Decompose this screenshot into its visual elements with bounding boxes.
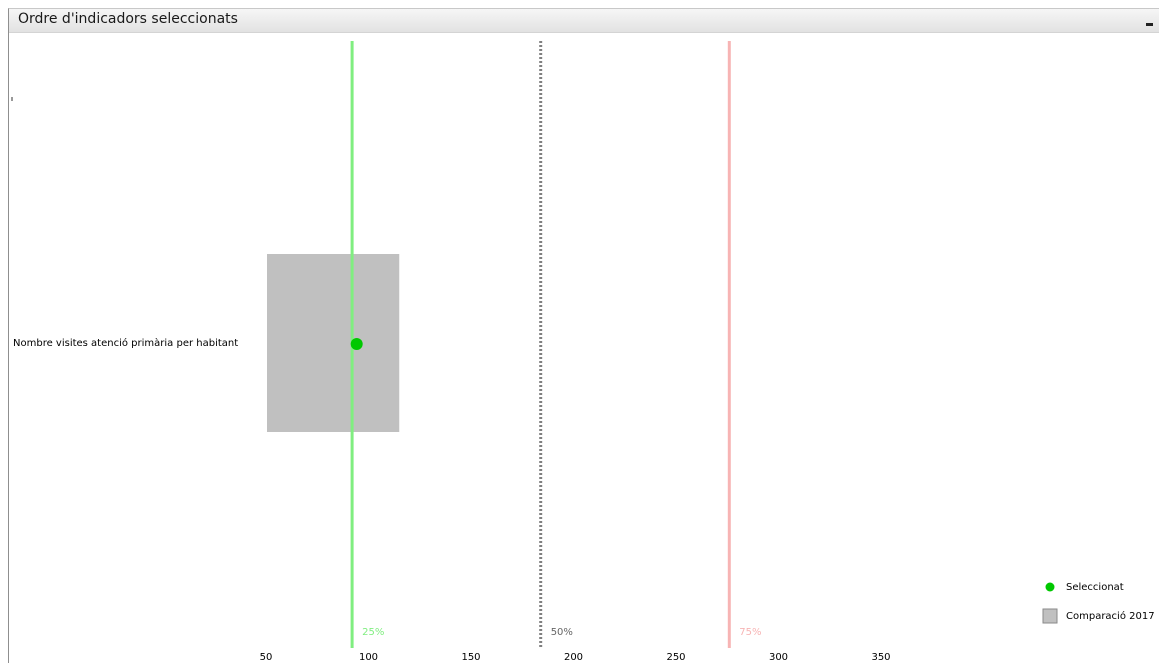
x-tick-label: 150	[461, 652, 480, 663]
x-tick-label: 350	[871, 652, 890, 663]
chart-panel: Ordre d'indicadors seleccionats	[8, 8, 1159, 663]
reference-label-25pct: 25%	[362, 627, 384, 638]
x-tick-label: 200	[564, 652, 583, 663]
legend-comparacio-marker	[1042, 608, 1058, 624]
category-label: Nombre visites atenció primària per habi…	[13, 337, 238, 349]
x-tick-label: 300	[769, 652, 788, 663]
selected-point	[350, 338, 363, 350]
comparison-bar	[267, 254, 400, 432]
x-tick-label: 50	[260, 652, 273, 663]
panel-title-bar: Ordre d'indicadors seleccionats	[9, 9, 1159, 33]
left-edge-mark	[11, 97, 13, 101]
reference-label-50pct: 50%	[551, 627, 573, 638]
minimize-icon[interactable]	[1146, 23, 1153, 26]
x-tick-label: 100	[359, 652, 378, 663]
legend-comparacio-label: Comparació 2017	[1066, 610, 1155, 622]
panel-title: Ordre d'indicadors seleccionats	[18, 11, 238, 27]
legend-seleccionat-marker	[1045, 582, 1055, 592]
x-tick-label: 250	[666, 652, 685, 663]
reference-label-75pct: 75%	[739, 627, 761, 638]
legend-seleccionat-label: Seleccionat	[1066, 582, 1124, 593]
